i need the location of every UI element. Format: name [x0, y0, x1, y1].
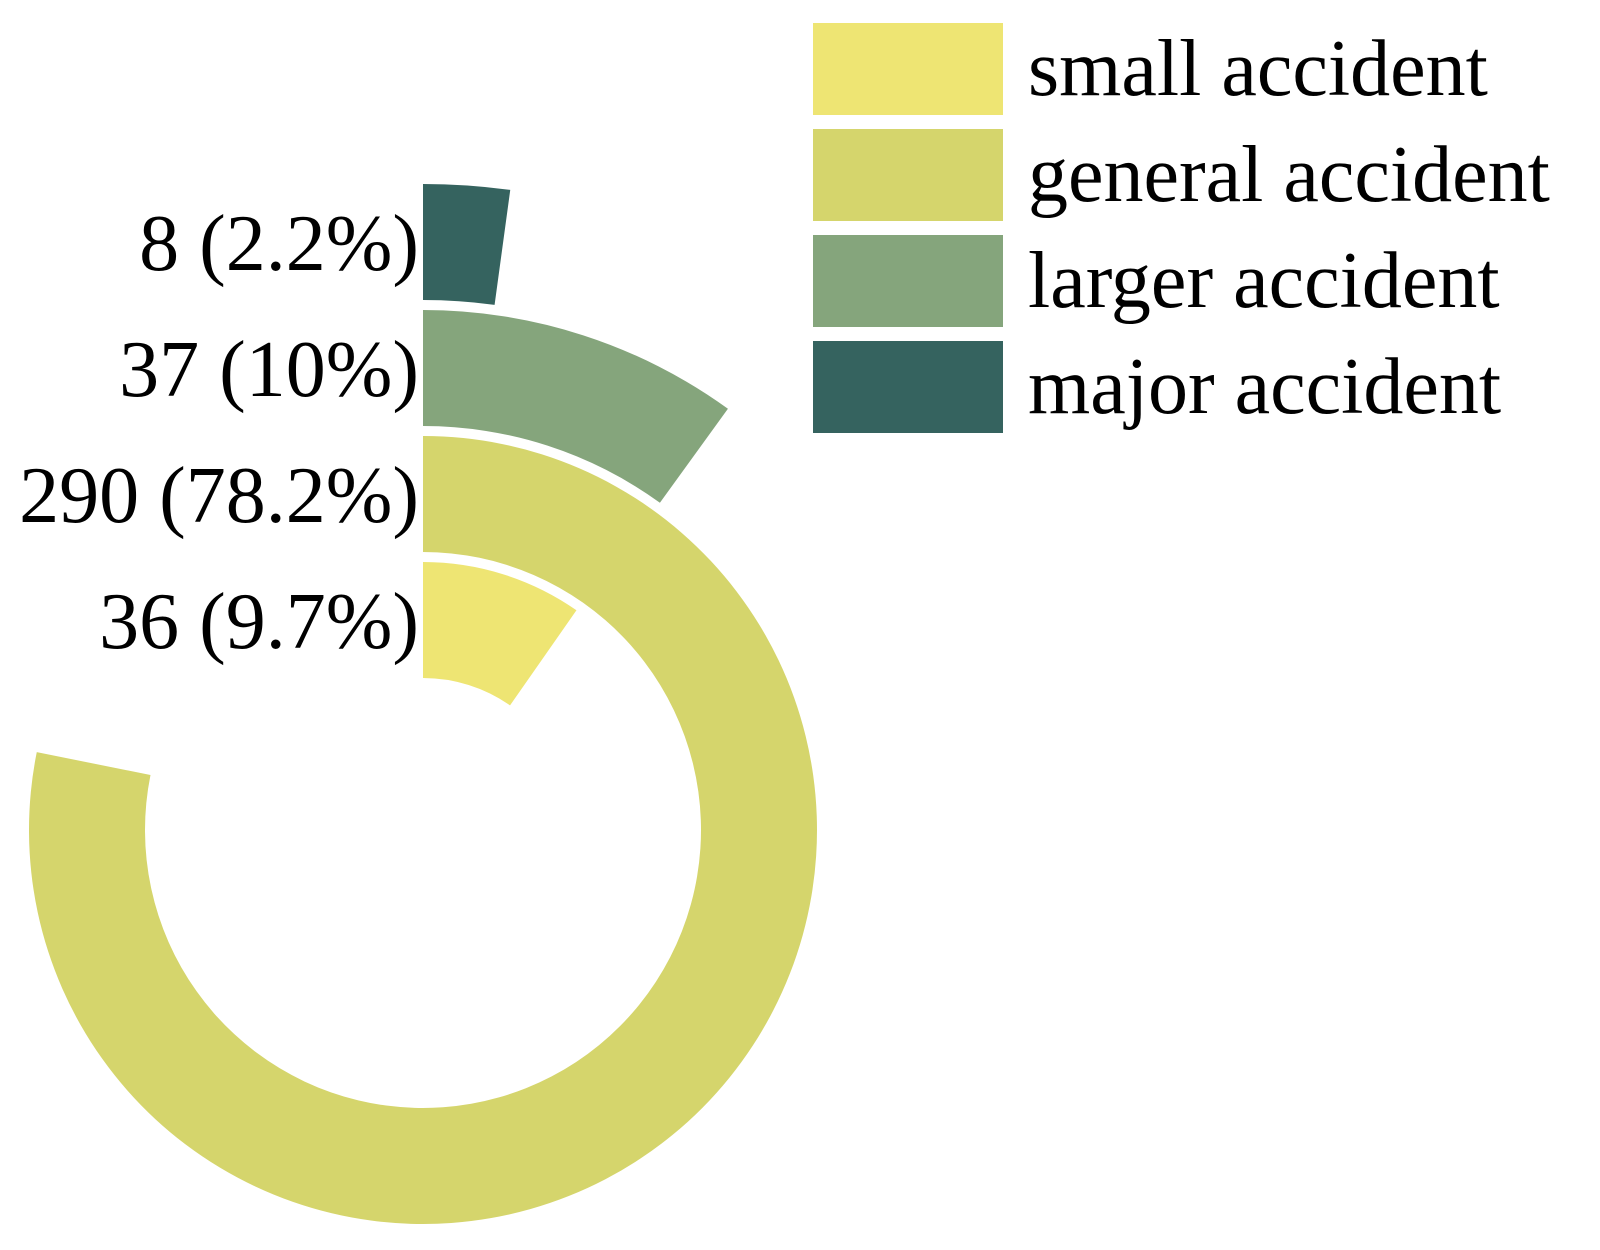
bar-labels-group: 36 (9.7%) 290 (78.2%) 37 (10%) 8 (2.2%) [19, 200, 419, 666]
legend: small accident general accident larger acc… [813, 23, 1550, 433]
bar-label-major-accident: 8 (2.2%) [139, 200, 419, 288]
bar-label-general-accident: 290 (78.2%) [19, 452, 419, 540]
bar-larger-accident [423, 310, 728, 503]
legend-label-general-accident: general accident [1028, 131, 1550, 219]
legend-label-major-accident: major accident [1028, 343, 1501, 431]
bar-small-accident [423, 562, 577, 706]
legend-swatch-small-accident [813, 23, 1003, 115]
bar-major-accident [423, 184, 511, 305]
legend-label-larger-accident: larger accident [1028, 237, 1500, 325]
legend-swatch-major-accident [813, 341, 1003, 433]
bars-group [29, 184, 818, 1224]
legend-swatch-larger-accident [813, 235, 1003, 327]
legend-label-small-accident: small accident [1028, 25, 1488, 113]
bar-label-larger-accident: 37 (10%) [119, 326, 419, 414]
bar-label-small-accident: 36 (9.7%) [99, 578, 419, 666]
bar-general-accident [29, 436, 818, 1224]
legend-swatch-general-accident [813, 129, 1003, 221]
